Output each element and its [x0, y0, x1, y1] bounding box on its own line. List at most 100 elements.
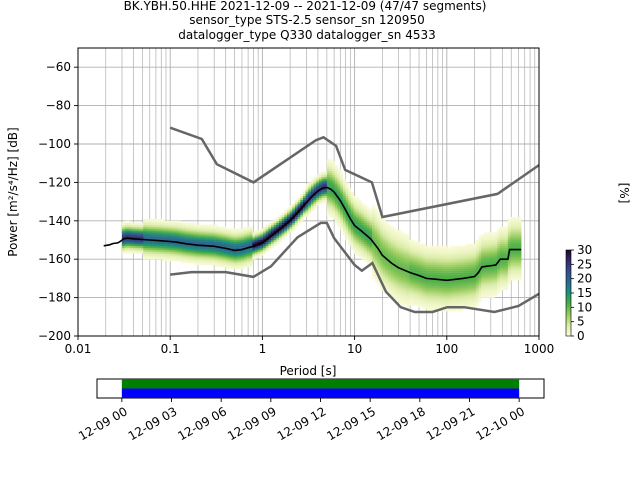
histogram-cell: [425, 264, 429, 268]
histogram-cell: [167, 232, 171, 235]
histogram-cell: [390, 259, 394, 262]
histogram-cell: [491, 280, 495, 283]
histogram-cell: [340, 180, 344, 183]
histogram-cell: [350, 247, 354, 250]
histogram-cell: [183, 224, 187, 227]
histogram-cell: [252, 238, 256, 241]
histogram-cell: [356, 201, 360, 204]
histogram-cell: [143, 234, 147, 237]
histogram-cell: [188, 226, 192, 229]
histogram-cell: [377, 282, 381, 285]
noise-model-high-line: [169, 126, 540, 219]
histogram-cell: [494, 286, 498, 289]
histogram-cell: [446, 249, 450, 252]
histogram-cell: [212, 259, 216, 262]
histogram-cell: [129, 222, 133, 225]
histogram-cell: [390, 261, 394, 264]
histogram-cell: [401, 241, 405, 245]
histogram-cell: [454, 282, 458, 285]
histogram-cell: [358, 224, 362, 227]
histogram-cell: [255, 253, 258, 256]
histogram-cell: [177, 230, 181, 233]
histogram-cell: [316, 201, 320, 204]
histogram-cell: [340, 218, 344, 221]
histogram-cell: [364, 236, 368, 239]
histogram-cell: [334, 180, 338, 183]
histogram-cell: [382, 240, 386, 243]
histogram-cell: [497, 270, 501, 273]
histogram-cell: [420, 303, 423, 306]
histogram-cell: [446, 289, 450, 293]
histogram-cell: [404, 284, 408, 287]
histogram-cell: [207, 241, 211, 245]
histogram-cell: [515, 222, 519, 225]
histogram-cell: [473, 243, 477, 246]
histogram-cell: [417, 291, 421, 294]
histogram-cell: [513, 240, 517, 243]
histogram-cell: [241, 253, 245, 256]
histogram-cell: [505, 284, 509, 287]
histogram-cell: [340, 190, 344, 193]
histogram-cell: [425, 291, 429, 294]
histogram-cell: [430, 307, 434, 310]
histogram-cell: [263, 247, 266, 250]
histogram-cell: [385, 280, 389, 283]
histogram-cell: [183, 240, 187, 243]
histogram-cell: [177, 220, 181, 223]
histogram-cell: [252, 236, 256, 239]
histogram-cell: [513, 224, 517, 227]
histogram-cell: [388, 238, 392, 241]
histogram-cell: [167, 253, 171, 256]
histogram-cell: [297, 199, 301, 202]
histogram-cell: [334, 168, 338, 172]
histogram-cell: [499, 245, 503, 248]
histogram-cell: [499, 276, 503, 279]
histogram-cell: [515, 274, 519, 277]
histogram-cell: [483, 295, 487, 298]
histogram-cell: [473, 301, 477, 304]
histogram-cell: [135, 232, 139, 235]
histogram-cell: [159, 247, 163, 250]
histogram-cell: [148, 257, 152, 260]
histogram-cell: [140, 224, 144, 227]
histogram-cell: [489, 249, 493, 252]
histogram-cell: [499, 259, 503, 262]
histogram-cell: [435, 301, 439, 304]
histogram-cell: [446, 266, 450, 269]
histogram-cell: [451, 264, 455, 268]
histogram-cell: [356, 238, 360, 241]
histogram-cell: [121, 230, 125, 233]
histogram-cell: [414, 284, 418, 287]
histogram-cell: [518, 245, 522, 248]
histogram-cell: [393, 238, 397, 241]
histogram-cell: [223, 230, 227, 233]
histogram-cell: [196, 240, 200, 243]
histogram-cell: [396, 263, 400, 266]
histogram-cell: [483, 291, 487, 294]
histogram-cell: [143, 220, 147, 223]
histogram-cell: [326, 209, 330, 212]
histogram-cell: [459, 289, 463, 293]
histogram-cell: [143, 247, 147, 250]
histogram-cell: [350, 232, 354, 235]
histogram-cell: [223, 251, 227, 254]
histogram-cell: [183, 234, 187, 237]
histogram-cell: [129, 249, 133, 252]
histogram-cell: [148, 236, 152, 239]
histogram-cell: [515, 266, 519, 269]
histogram-cell: [372, 240, 376, 243]
histogram-cell: [478, 295, 482, 298]
histogram-cell: [159, 243, 163, 246]
histogram-cell: [252, 257, 256, 260]
histogram-cell: [478, 272, 482, 275]
histogram-cell: [382, 272, 386, 275]
histogram-cell: [366, 232, 370, 235]
histogram-cell: [217, 257, 221, 260]
histogram-cell: [396, 247, 400, 250]
y-tick-label: −60: [46, 60, 71, 74]
histogram-cell: [502, 263, 506, 266]
histogram-cell: [443, 301, 447, 304]
histogram-cell: [412, 289, 415, 293]
histogram-cell: [337, 203, 341, 206]
histogram-cell: [356, 230, 360, 233]
